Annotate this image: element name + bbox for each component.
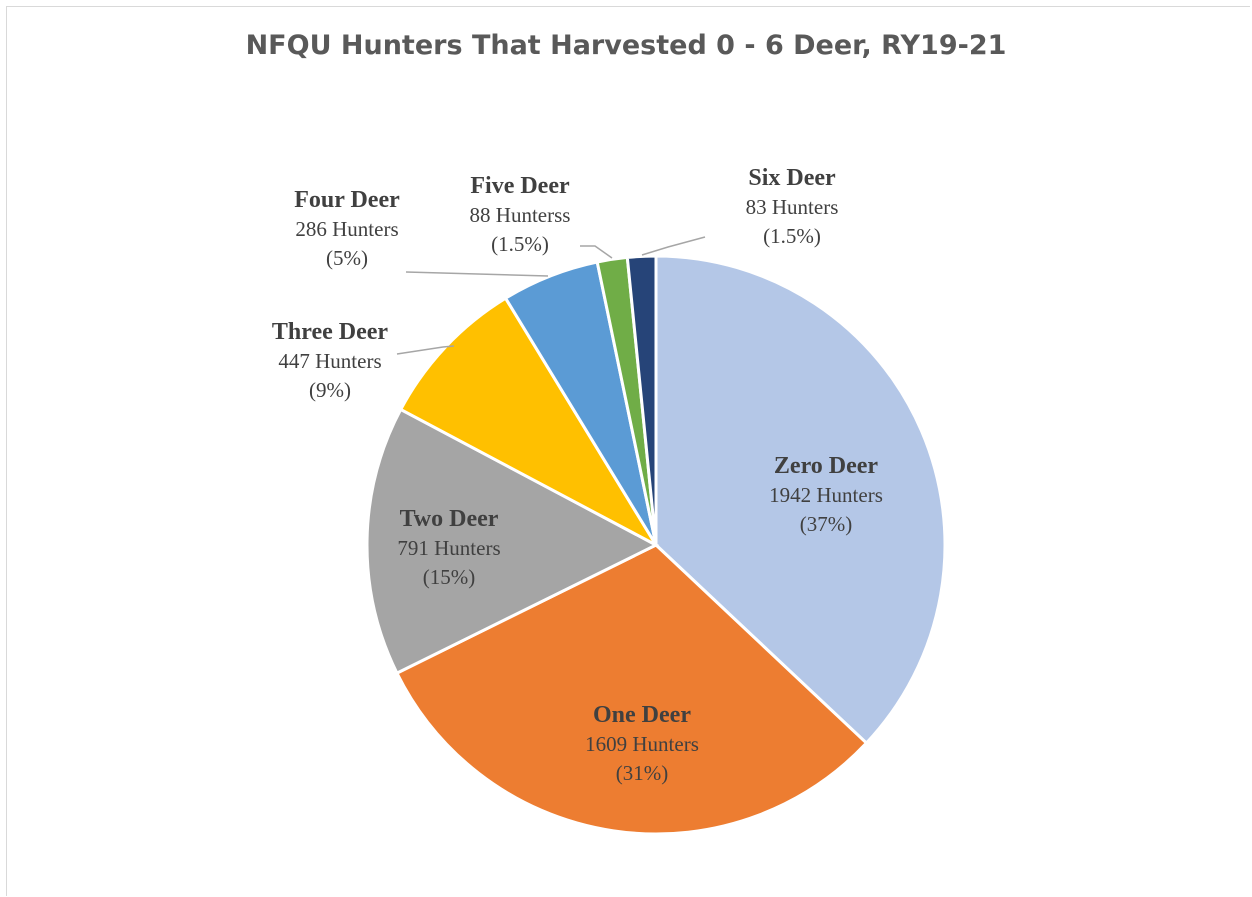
slice-label-name: Four Deer bbox=[294, 187, 400, 213]
slice-label-name: Three Deer bbox=[272, 319, 389, 345]
slice-label-percent: (31%) bbox=[616, 761, 668, 785]
data-labels: Zero Deer 1942 Hunters (37%) One Deer 1609 H… bbox=[272, 165, 883, 785]
slice-label-name: One Deer bbox=[593, 702, 691, 728]
pie-slices bbox=[365, 254, 947, 836]
slice-label-name: Two Deer bbox=[400, 506, 499, 532]
leader-line bbox=[580, 245, 613, 259]
slice-label-count: 1609 Hunters bbox=[585, 732, 699, 756]
slice-label-count: 286 Hunters bbox=[295, 217, 398, 241]
slice-label-percent: (37%) bbox=[800, 512, 852, 536]
slice-label-name: Zero Deer bbox=[774, 453, 879, 479]
slice-label-percent: (15%) bbox=[423, 565, 475, 589]
slice-label-percent: (1.5%) bbox=[491, 232, 549, 256]
pie-slice-one-deer bbox=[394, 543, 869, 836]
pie-slice-six-deer bbox=[625, 254, 658, 546]
slice-label-name: Six Deer bbox=[748, 165, 836, 191]
leader-line bbox=[641, 236, 706, 256]
pie-slice-two-deer bbox=[365, 407, 660, 676]
slice-label-count: 1942 Hunters bbox=[769, 483, 883, 507]
slice-label-count: 447 Hunters bbox=[278, 349, 381, 373]
slice-label-count: 88 Hunterss bbox=[470, 203, 571, 227]
slice-label-count: 791 Hunters bbox=[397, 536, 500, 560]
slice-label-name: Five Deer bbox=[470, 173, 570, 199]
leader-line bbox=[396, 345, 455, 355]
chart-title: NFQU Hunters That Harvested 0 - 6 Deer, … bbox=[245, 30, 1007, 61]
slice-label-count: 83 Hunters bbox=[746, 195, 839, 219]
pie-slice-zero-deer bbox=[654, 254, 947, 746]
leader-lines bbox=[396, 236, 706, 355]
slice-label-percent: (1.5%) bbox=[763, 224, 821, 248]
slice-label-percent: (5%) bbox=[326, 246, 368, 270]
slice-label-percent: (9%) bbox=[309, 378, 351, 402]
leader-line bbox=[405, 271, 549, 277]
